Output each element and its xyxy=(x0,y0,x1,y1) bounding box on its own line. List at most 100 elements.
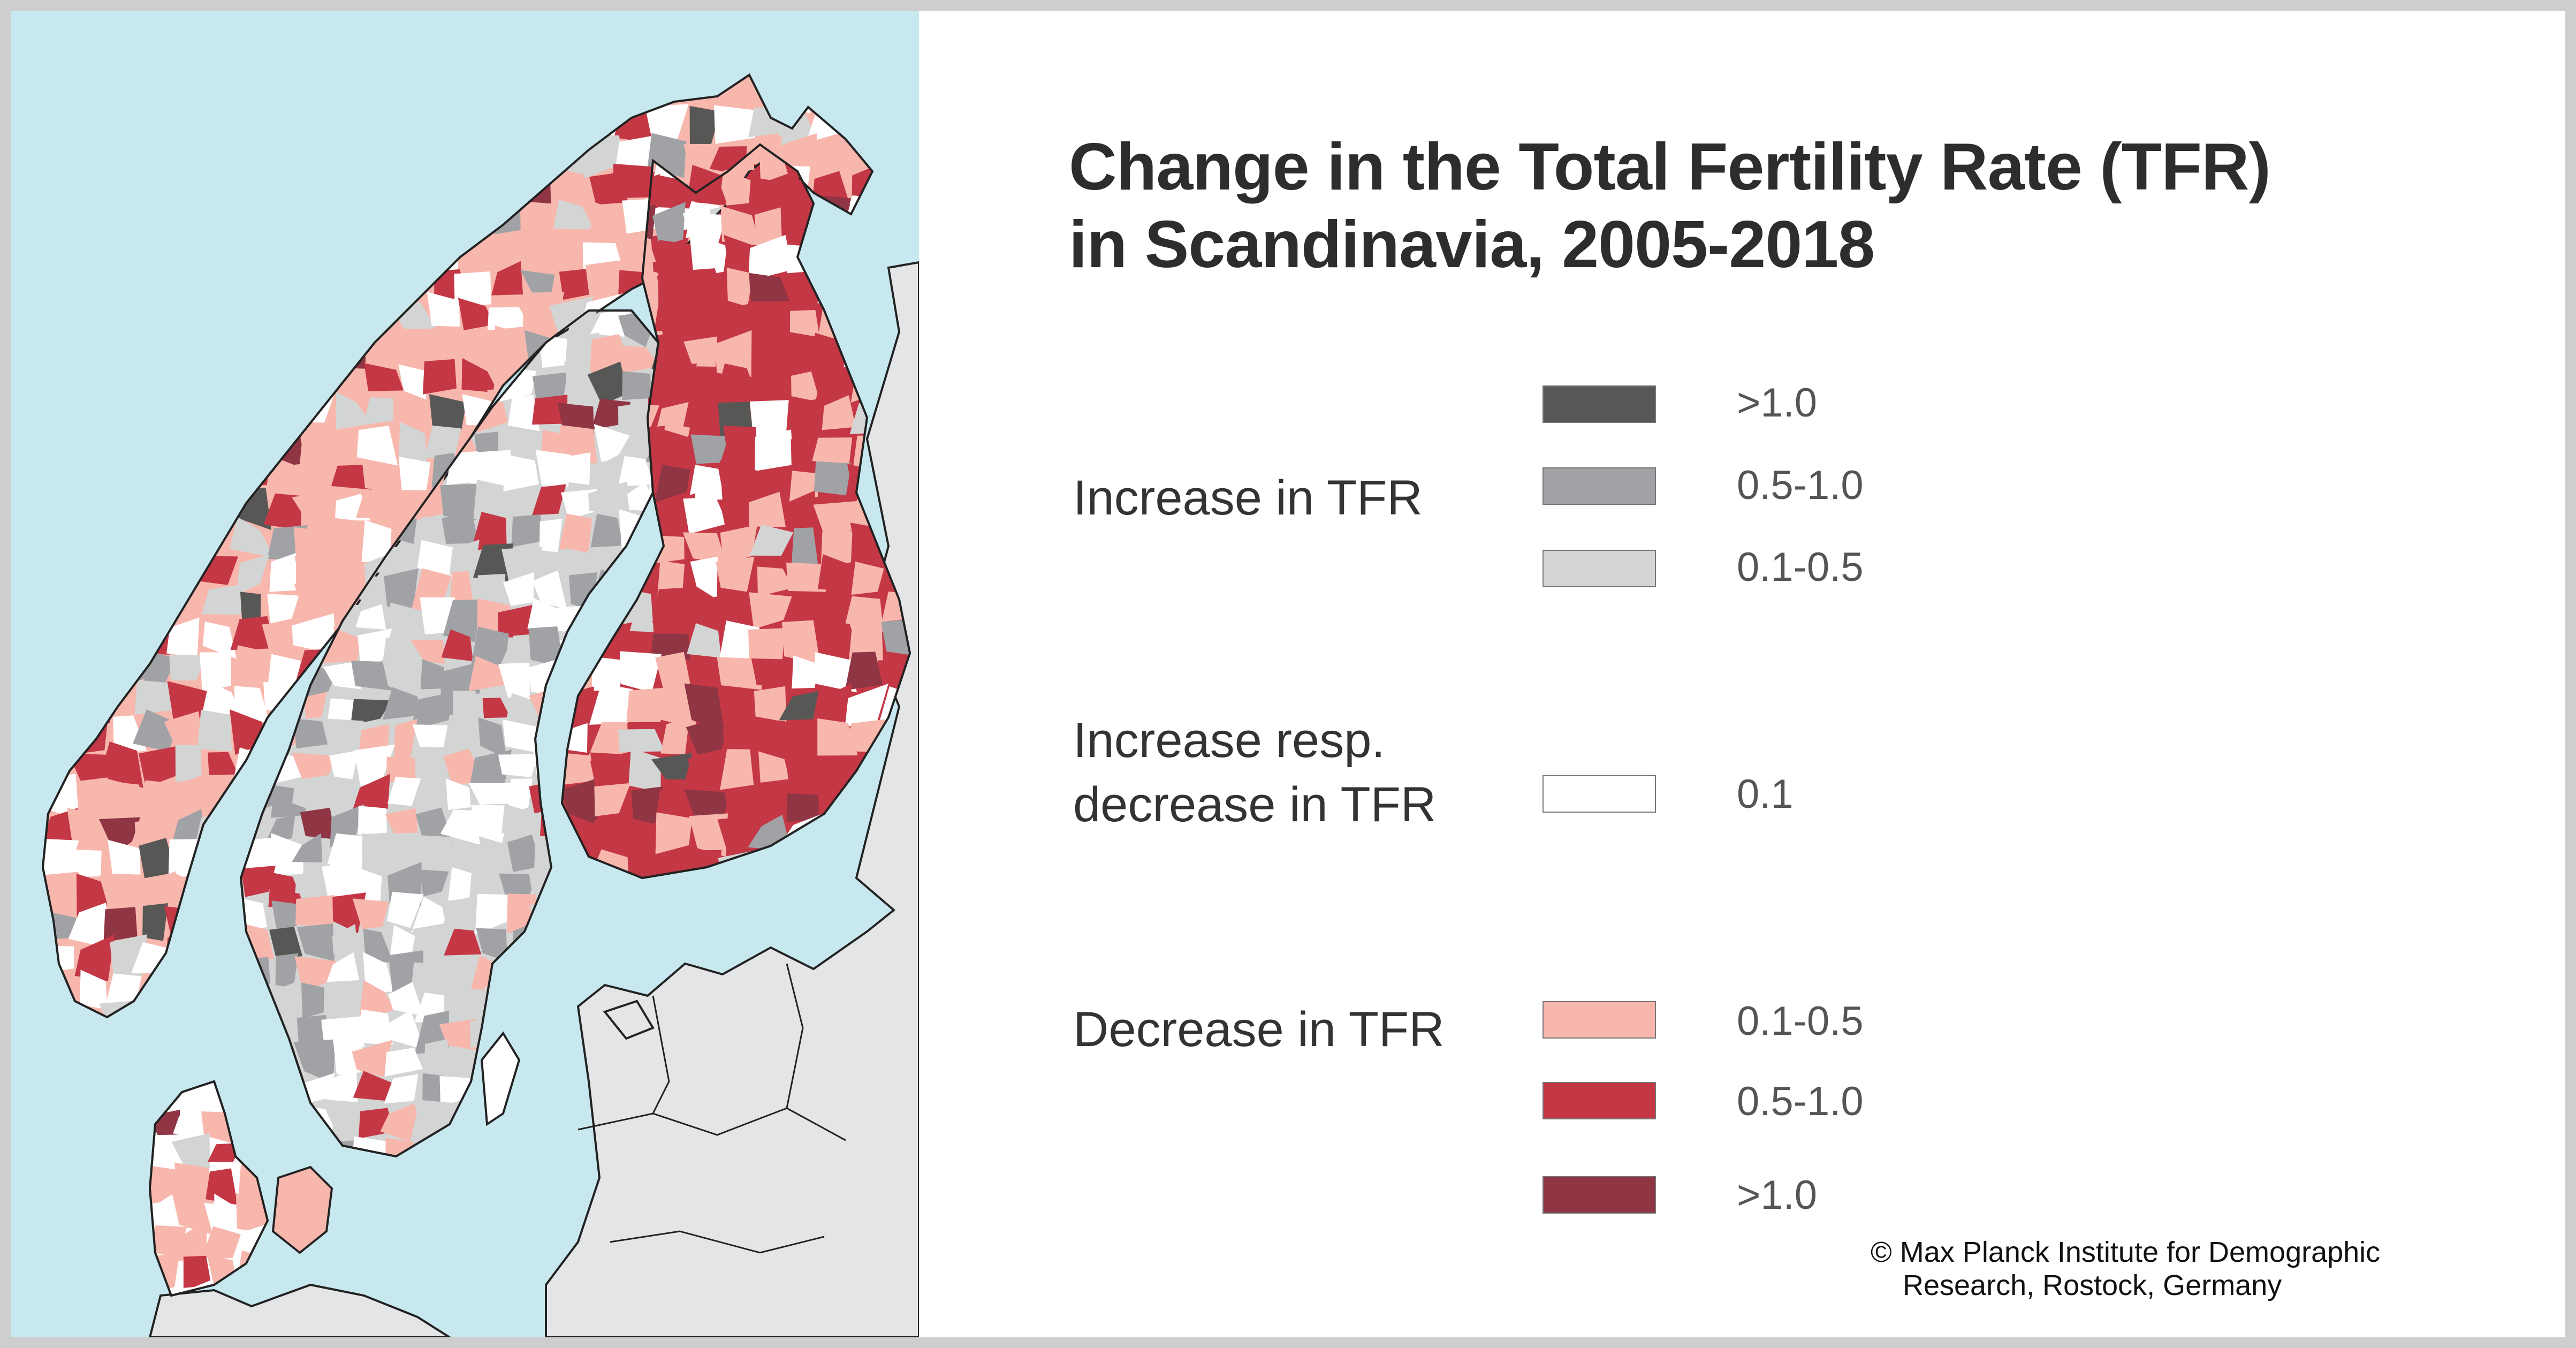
municipality-patch xyxy=(652,903,679,942)
municipality-patch xyxy=(715,875,749,912)
municipality-patch xyxy=(197,301,235,334)
municipality-patch xyxy=(590,311,631,337)
municipality-patch xyxy=(303,692,327,719)
municipality-patch xyxy=(139,838,176,879)
municipality-patch xyxy=(441,629,474,662)
municipality-patch xyxy=(326,429,364,467)
municipality-patch xyxy=(382,687,424,720)
municipality-patch xyxy=(70,423,110,465)
municipality-patch xyxy=(71,556,103,588)
municipality-patch xyxy=(410,640,445,664)
municipality-patch xyxy=(720,525,757,565)
legend-range-decrease-gt1: >1.0 xyxy=(1737,1172,1818,1218)
municipality-patch xyxy=(785,753,823,789)
municipality-patch xyxy=(844,596,884,632)
municipality-patch xyxy=(352,898,389,929)
municipality-patch xyxy=(507,834,542,872)
saaremaa-island xyxy=(603,999,655,1040)
municipality-patch xyxy=(719,587,751,626)
municipality-patch xyxy=(551,236,587,265)
municipality-patch xyxy=(171,1133,210,1170)
municipality-patch xyxy=(815,369,855,403)
municipality-patch xyxy=(43,488,81,525)
municipality-patch xyxy=(364,363,404,391)
municipality-patch xyxy=(300,421,332,456)
municipality-patch xyxy=(501,1139,542,1156)
municipality-patch xyxy=(714,105,756,144)
legend-range-neutral: 0.1 xyxy=(1737,771,1794,817)
municipality-patch xyxy=(627,953,657,985)
municipality-patch xyxy=(292,491,338,526)
municipality-patch xyxy=(383,638,424,670)
municipality-patch xyxy=(43,207,78,240)
municipality-patch xyxy=(627,77,656,113)
legend-group-neutral-label-2: decrease in TFR xyxy=(1073,777,1437,832)
municipality-patch xyxy=(589,683,634,725)
municipality-patch xyxy=(449,539,480,579)
municipality-patch xyxy=(814,461,852,496)
municipality-patch xyxy=(622,371,651,400)
municipality-patch xyxy=(166,617,200,657)
municipality-patch xyxy=(845,652,883,691)
municipality-patch xyxy=(478,1131,513,1156)
municipality-patch xyxy=(844,75,872,111)
municipality-patch xyxy=(99,647,138,690)
municipality-patch xyxy=(163,395,199,428)
municipality-patch xyxy=(528,626,564,668)
municipality-patch xyxy=(806,240,846,275)
municipality-patch xyxy=(294,369,329,406)
municipality-patch xyxy=(100,781,140,816)
municipality-patch xyxy=(177,426,207,464)
municipality-patch xyxy=(45,425,79,467)
municipality-patch xyxy=(263,261,307,296)
municipality-patch xyxy=(791,527,818,567)
municipality-patch xyxy=(292,833,322,862)
municipality-patch xyxy=(43,390,72,434)
municipality-patch xyxy=(268,396,297,431)
municipality-patch xyxy=(558,871,587,913)
municipality-patch xyxy=(845,684,888,727)
municipality-patch xyxy=(43,325,79,362)
municipality-patch xyxy=(176,1221,207,1261)
municipality-patch xyxy=(324,298,371,331)
municipality-patch xyxy=(717,816,759,852)
municipality-patch xyxy=(99,203,135,236)
municipality-patch xyxy=(528,1104,569,1140)
municipality-patch xyxy=(43,999,82,1017)
municipality-patch xyxy=(531,395,568,425)
municipality-patch xyxy=(43,105,71,145)
municipality-patch xyxy=(163,521,208,565)
legend-swatch-neutral xyxy=(1542,775,1656,813)
municipality-patch xyxy=(169,270,202,301)
municipality-patch xyxy=(499,455,539,493)
municipality-patch xyxy=(135,976,178,1008)
municipality-patch xyxy=(72,589,110,624)
municipality-patch xyxy=(535,450,571,487)
municipality-patch xyxy=(594,424,630,464)
credit-line-1: © Max Planck Institute for Demographic xyxy=(1871,1236,2381,1268)
municipality-patch xyxy=(325,990,358,1020)
municipality-patch xyxy=(299,299,336,329)
figure-frame: Change in the Total Fertility Rate (TFR)… xyxy=(11,11,2565,1337)
municipality-patch xyxy=(362,461,401,494)
municipality-patch xyxy=(618,729,665,752)
municipality-patch xyxy=(204,135,241,176)
municipality-patch xyxy=(264,1130,302,1156)
credit-line-2: Research, Rostock, Germany xyxy=(1903,1269,2282,1301)
municipality-patch xyxy=(715,330,752,377)
municipality-patch xyxy=(325,141,370,172)
municipality-patch xyxy=(142,360,172,400)
municipality-patch xyxy=(299,265,336,306)
municipality-patch xyxy=(631,786,663,826)
municipality-patch xyxy=(779,691,819,721)
municipality-patch xyxy=(591,656,623,691)
municipality-patch xyxy=(326,952,360,982)
municipality-patch xyxy=(539,518,563,554)
finland-border xyxy=(560,143,911,880)
municipality-patch xyxy=(679,910,715,943)
municipality-patch xyxy=(74,934,115,981)
municipality-patch xyxy=(267,594,299,624)
municipality-patch xyxy=(812,758,853,786)
municipality-patch xyxy=(758,751,789,783)
municipality-patch xyxy=(429,394,467,434)
